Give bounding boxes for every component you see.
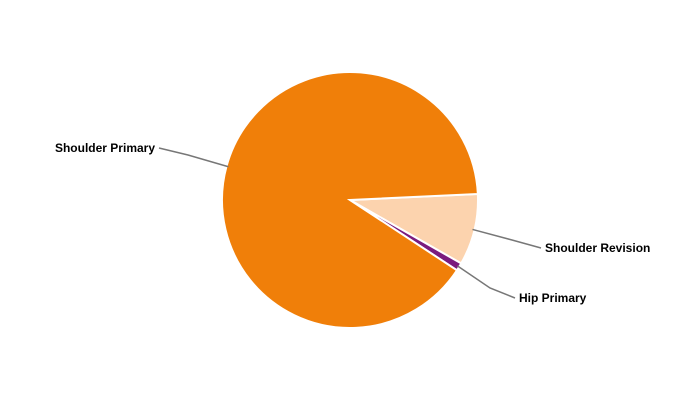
- data-label: Hip Primary: [519, 291, 587, 305]
- connector-line: [158, 147, 229, 168]
- connector-line: [457, 265, 516, 299]
- connector-line: [472, 228, 542, 249]
- data-label: Shoulder Revision: [545, 241, 650, 255]
- data-label: Shoulder Primary: [55, 141, 155, 155]
